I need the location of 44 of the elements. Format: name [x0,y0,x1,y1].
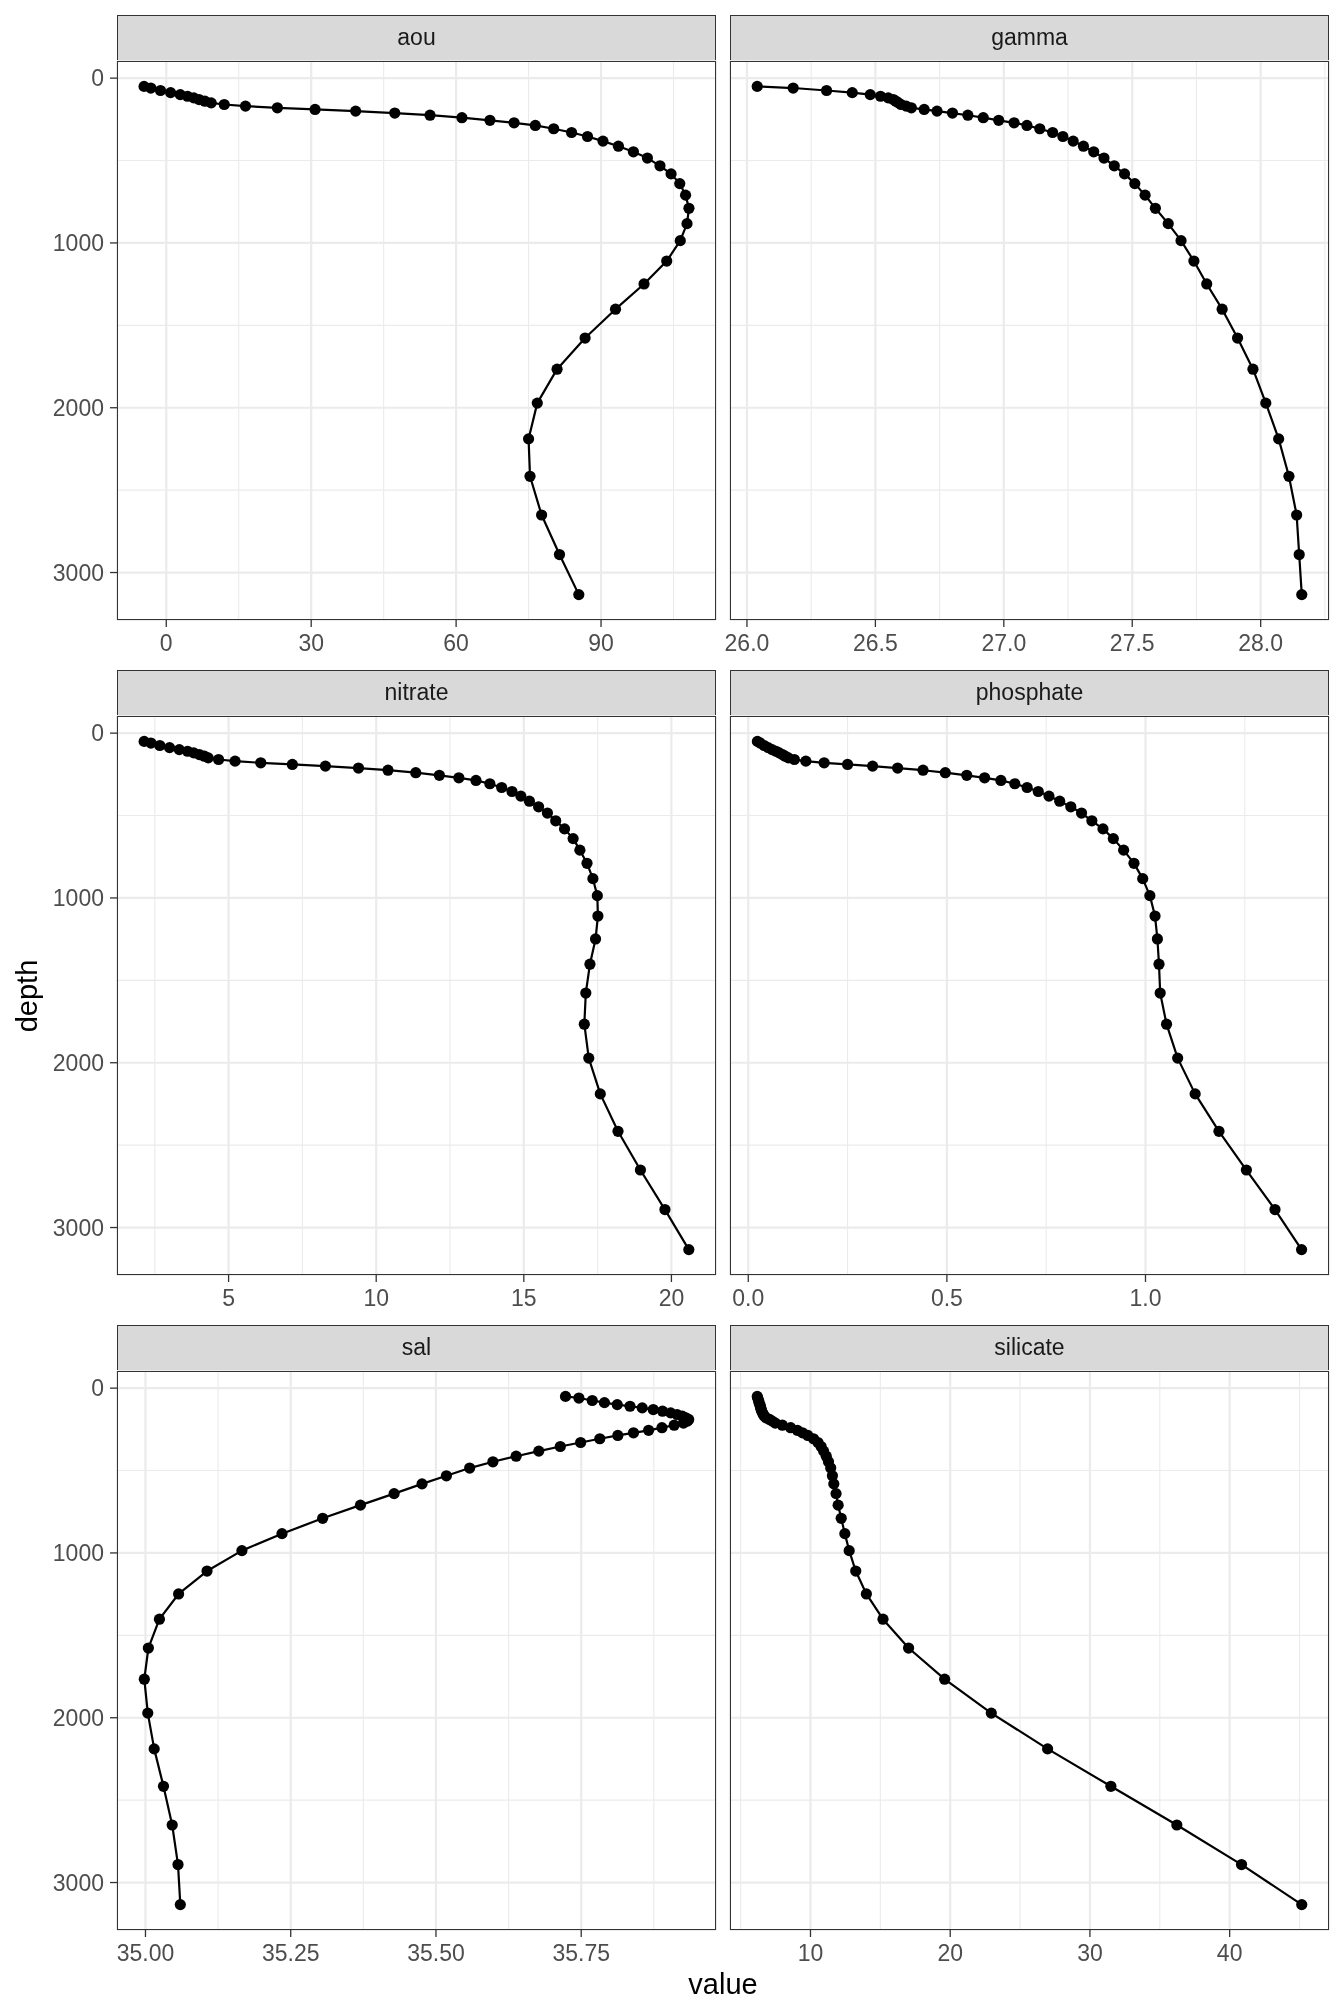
y-axis-title: depth [11,959,45,1032]
x-tick-label: 0 [159,630,173,657]
x-tick-label: 27.0 [981,630,1027,657]
chart-title: gamma [991,24,1068,51]
x-tick-label: 35.25 [261,1940,320,1967]
x-tick-label: 10 [363,1285,389,1312]
x-tick-label: 15 [511,1285,537,1312]
y-tick-label: 0 [91,65,104,92]
y-tick-label: 3000 [52,1869,104,1896]
x-tick-label: 35.00 [116,1940,175,1967]
x-tick-label: 10 [797,1940,824,1967]
x-tick-label: 30 [1077,1940,1103,1967]
y-tick-label: 2000 [52,1049,104,1076]
x-tick-label: 27.5 [1109,630,1155,657]
y-tick-label: 3000 [52,1214,104,1241]
chart-title: aou [397,24,436,51]
chart-title: sal [401,1334,432,1361]
x-tick-label: 28.0 [1238,630,1284,657]
x-tick-label: 35.75 [552,1940,610,1967]
x-tick-label: 20 [937,1940,963,1967]
x-tick-label: 5 [222,1285,235,1312]
y-tick-label: 3000 [52,559,104,586]
y-tick-label: 1000 [52,885,104,912]
x-tick-label: 35.50 [407,1940,465,1967]
x-tick-label: 30 [298,630,324,657]
x-tick-label: 20 [658,1285,685,1312]
x-tick-label: 40 [1216,1940,1243,1967]
x-axis-title: value [688,1968,758,2002]
x-tick-label: 26.0 [724,630,770,657]
x-tick-label: 26.5 [853,630,898,657]
x-tick-label: 90 [588,630,614,657]
y-tick-label: 0 [91,720,104,747]
x-tick-label: 60 [443,630,469,657]
chart-title: silicate [994,1334,1065,1361]
x-tick-label: 0.0 [732,1285,765,1312]
x-tick-label: 0.5 [930,1285,963,1312]
chart-title: nitrate [384,679,449,706]
y-tick-label: 2000 [52,394,104,421]
y-tick-label: 1000 [52,230,104,257]
x-tick-label: 1.0 [1129,1285,1162,1312]
chart-title: phosphate [975,679,1084,706]
y-tick-label: 0 [91,1375,104,1402]
y-tick-label: 1000 [52,1540,104,1567]
y-tick-label: 2000 [52,1704,104,1731]
